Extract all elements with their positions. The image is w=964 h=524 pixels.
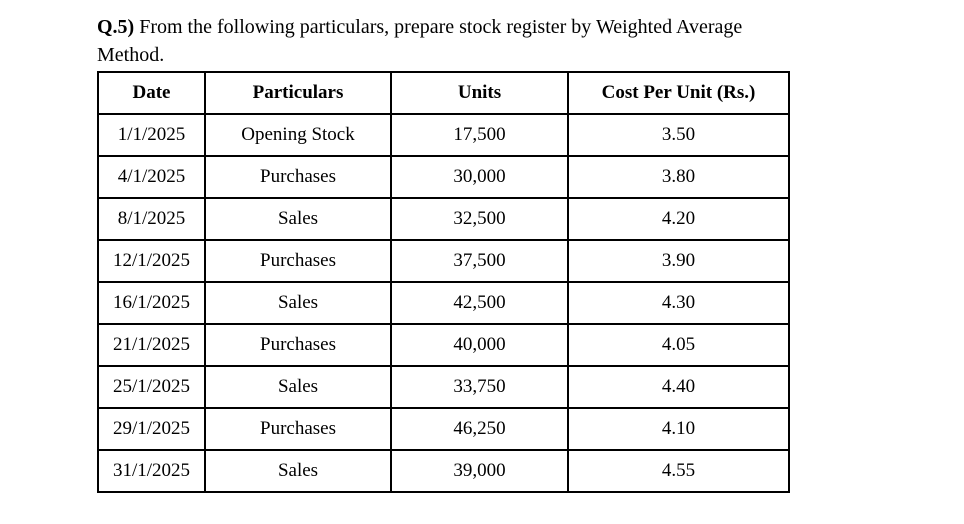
cell-units: 39,000 bbox=[390, 449, 569, 493]
cell-date: 31/1/2025 bbox=[97, 449, 206, 493]
cell-units: 42,500 bbox=[390, 281, 569, 325]
cell-particulars: Purchases bbox=[204, 407, 392, 451]
cell-date: 25/1/2025 bbox=[97, 365, 206, 409]
table-header-row: Date Particulars Units Cost Per Unit (Rs… bbox=[97, 71, 790, 115]
table-row: 8/1/2025 Sales 32,500 4.20 bbox=[97, 197, 790, 241]
table-row: 25/1/2025 Sales 33,750 4.40 bbox=[97, 365, 790, 409]
column-header-cost-per-unit: Cost Per Unit (Rs.) bbox=[567, 71, 790, 115]
table-row: 21/1/2025 Purchases 40,000 4.05 bbox=[97, 323, 790, 367]
cell-date: 16/1/2025 bbox=[97, 281, 206, 325]
cell-units: 32,500 bbox=[390, 197, 569, 241]
cell-cost: 3.50 bbox=[567, 113, 790, 157]
cell-particulars: Opening Stock bbox=[204, 113, 392, 157]
cell-particulars: Sales bbox=[204, 449, 392, 493]
column-header-units: Units bbox=[390, 71, 569, 115]
table-row: 4/1/2025 Purchases 30,000 3.80 bbox=[97, 155, 790, 199]
cell-cost: 4.30 bbox=[567, 281, 790, 325]
cell-units: 40,000 bbox=[390, 323, 569, 367]
cell-cost: 3.80 bbox=[567, 155, 790, 199]
cell-particulars: Sales bbox=[204, 281, 392, 325]
cell-cost: 4.05 bbox=[567, 323, 790, 367]
cell-date: 8/1/2025 bbox=[97, 197, 206, 241]
table-row: 1/1/2025 Opening Stock 17,500 3.50 bbox=[97, 113, 790, 157]
cell-date: 4/1/2025 bbox=[97, 155, 206, 199]
cell-cost: 4.10 bbox=[567, 407, 790, 451]
cell-cost: 4.40 bbox=[567, 365, 790, 409]
cell-date: 29/1/2025 bbox=[97, 407, 206, 451]
cell-cost: 4.55 bbox=[567, 449, 790, 493]
cell-particulars: Sales bbox=[204, 365, 392, 409]
table-row: 16/1/2025 Sales 42,500 4.30 bbox=[97, 281, 790, 325]
cell-units: 17,500 bbox=[390, 113, 569, 157]
cell-cost: 3.90 bbox=[567, 239, 790, 283]
cell-cost: 4.20 bbox=[567, 197, 790, 241]
table-row: 12/1/2025 Purchases 37,500 3.90 bbox=[97, 239, 790, 283]
table-row: 29/1/2025 Purchases 46,250 4.10 bbox=[97, 407, 790, 451]
column-header-date: Date bbox=[97, 71, 206, 115]
question-line1: From the following particulars, prepare … bbox=[134, 16, 743, 38]
stock-register-table: Date Particulars Units Cost Per Unit (Rs… bbox=[97, 71, 790, 493]
cell-units: 33,750 bbox=[390, 365, 569, 409]
cell-particulars: Sales bbox=[204, 197, 392, 241]
cell-date: 21/1/2025 bbox=[97, 323, 206, 367]
column-header-particulars: Particulars bbox=[204, 71, 392, 115]
cell-date: 1/1/2025 bbox=[97, 113, 206, 157]
cell-units: 37,500 bbox=[390, 239, 569, 283]
cell-units: 30,000 bbox=[390, 155, 569, 199]
question-text: Q.5) From the following particulars, pre… bbox=[97, 13, 797, 69]
cell-date: 12/1/2025 bbox=[97, 239, 206, 283]
cell-units: 46,250 bbox=[390, 407, 569, 451]
cell-particulars: Purchases bbox=[204, 155, 392, 199]
table-row: 31/1/2025 Sales 39,000 4.55 bbox=[97, 449, 790, 493]
question-number: Q.5) bbox=[97, 16, 135, 38]
cell-particulars: Purchases bbox=[204, 239, 392, 283]
question-line2: Method. bbox=[97, 44, 165, 66]
cell-particulars: Purchases bbox=[204, 323, 392, 367]
